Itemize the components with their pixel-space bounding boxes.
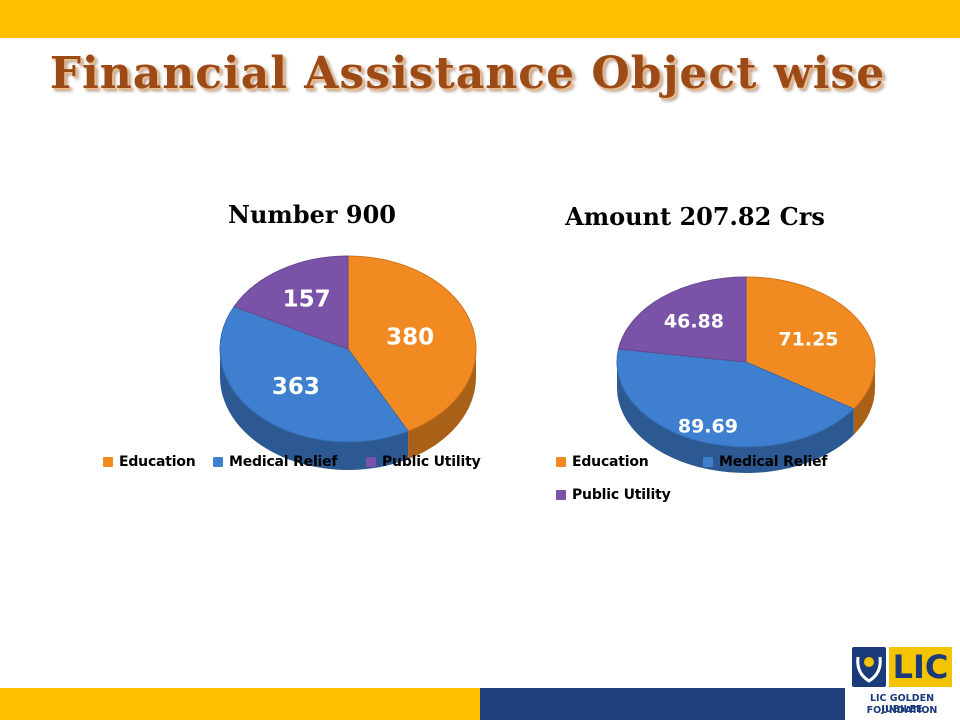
pie-slice-2 [617,276,747,363]
pie-slice-side [853,362,875,435]
bottom-color-band-left [0,688,480,720]
pie-data-label: 89.69 [678,416,738,438]
logo-mark: LIC [889,647,952,687]
pie-slice-0 [347,255,477,432]
legend-item-education: Education [556,454,649,470]
pie-slice-1 [219,305,409,443]
legend-item-medical-relief: Medical Relief [703,454,828,470]
chart-title-amount: Amount 207.82 Crs [565,202,825,231]
top-color-band [0,0,960,38]
legend-label: Public Utility [382,454,481,470]
legend-swatch [556,490,566,500]
legend-swatch [556,457,566,467]
legend-label: Medical Relief [719,454,828,470]
pie-chart-0: 380 363 157 [219,255,477,471]
legend-swatch [213,457,223,467]
pie-chart-1: 71.25 89.69 46.88 [616,276,876,474]
pie-data-label: 46.88 [664,310,724,332]
legend-item-medical-relief: Medical Relief [213,454,338,470]
pie-data-label: 380 [386,324,434,350]
pie-slice-side [220,349,409,471]
pie-data-label: 363 [272,374,320,400]
legend-label: Public Utility [572,487,671,503]
logo-text-line2: FOUNDATION [866,705,938,716]
pie-slice-side [617,362,854,474]
hands-emblem-icon [852,647,886,687]
pie-data-label: 157 [283,286,331,312]
legend-item-public-utility: Public Utility [366,454,481,470]
legend-swatch [703,457,713,467]
legend-swatch [103,457,113,467]
legend-item-public-utility: Public Utility [556,487,671,503]
legend-swatch [366,457,376,467]
logo-text-line1: LIC GOLDEN JUBILEE [869,693,935,715]
chart-title-number: Number 900 [228,200,396,229]
slide-title: Financial Assistance Object wise [49,48,886,99]
legend-label: Education [572,454,649,470]
legend-label: Medical Relief [229,454,338,470]
bottom-color-band-right [480,688,845,720]
pie-slice-2 [233,255,349,350]
legend-item-education: Education [103,454,196,470]
pie-slice-side [408,349,476,460]
legend-label: Education [119,454,196,470]
pie-data-label: 71.25 [778,328,838,350]
pie-slice-1 [616,348,855,448]
lic-golden-jubilee-logo: LIC LIC GOLDEN JUBILEE FOUNDATION [848,645,956,718]
